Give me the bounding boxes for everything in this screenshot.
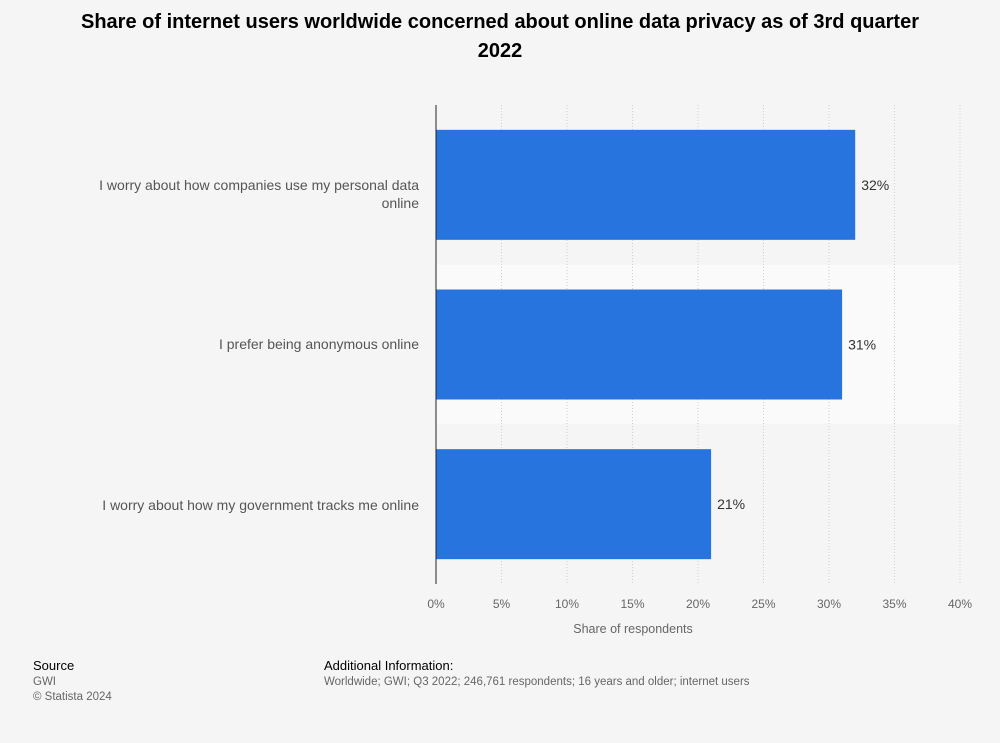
x-tick-label-10: 10% bbox=[555, 597, 579, 611]
x-tick-label-25: 25% bbox=[751, 597, 775, 611]
x-tick-label-15: 15% bbox=[620, 597, 644, 611]
x-tick-label-40: 40% bbox=[948, 597, 972, 611]
category-label-2: I prefer being anonymous online bbox=[218, 336, 419, 352]
data-label-3: 21% bbox=[717, 496, 745, 512]
additional-info-heading: Additional Information: bbox=[324, 658, 454, 673]
bar-3 bbox=[436, 449, 712, 560]
additional-info-text: Worldwide; GWI; Q3 2022; 246,761 respond… bbox=[324, 676, 750, 688]
data-label-1: 32% bbox=[861, 177, 889, 193]
copyright-link[interactable]: © Statista 2024 bbox=[33, 691, 112, 703]
x-tick-label-20: 20% bbox=[686, 597, 710, 611]
source-name: GWI bbox=[33, 676, 56, 688]
x-tick-label-5: 5% bbox=[493, 597, 511, 611]
x-tick-label-30: 30% bbox=[817, 597, 841, 611]
bar-1 bbox=[436, 129, 856, 240]
category-label-1: I worry about how companies use my perso… bbox=[99, 177, 419, 211]
x-tick-label-35: 35% bbox=[882, 597, 906, 611]
data-label-2: 31% bbox=[848, 337, 876, 353]
source-heading: Source bbox=[33, 658, 75, 673]
x-tick-label-0: 0% bbox=[427, 597, 445, 611]
bar-2 bbox=[436, 289, 843, 400]
chart-title: Share of internet users worldwide concer… bbox=[81, 11, 919, 62]
x-axis-title: Share of respondents bbox=[573, 622, 693, 636]
category-label-3: I worry about how my government tracks m… bbox=[102, 497, 419, 513]
